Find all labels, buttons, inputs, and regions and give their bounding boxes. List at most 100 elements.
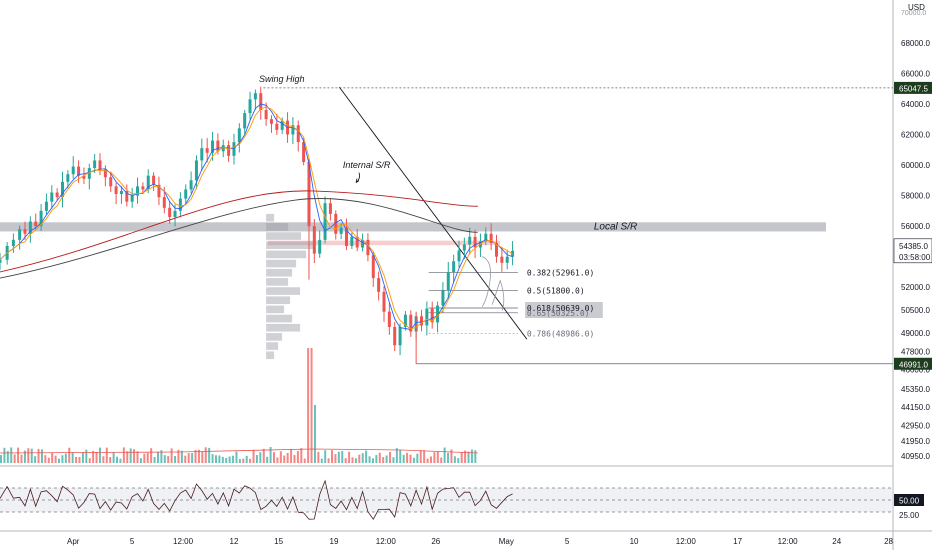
internal-sr-arrow bbox=[355, 172, 360, 183]
volume-profile-bar bbox=[266, 241, 315, 250]
volume-profile-bar bbox=[266, 351, 275, 360]
volume-bar bbox=[211, 454, 214, 463]
volume-bar bbox=[307, 348, 310, 463]
volume-profile-bar bbox=[266, 287, 301, 295]
fib-golden-zone bbox=[525, 302, 603, 319]
currency-label: USD bbox=[908, 3, 925, 12]
price-tick-label: 40950.0 bbox=[901, 452, 930, 461]
candle-body bbox=[162, 197, 166, 208]
volume-bar bbox=[160, 450, 163, 463]
volume-profile-bar bbox=[266, 278, 289, 286]
candle-body bbox=[419, 316, 423, 326]
volume-bar bbox=[279, 451, 282, 463]
volume-bar bbox=[266, 456, 269, 463]
volume-bar bbox=[218, 455, 221, 463]
candle-body bbox=[371, 255, 375, 279]
volume-bar bbox=[464, 450, 467, 463]
candle-body bbox=[205, 148, 209, 153]
volume-bar bbox=[170, 448, 173, 463]
time-tick-label: 10 bbox=[630, 537, 639, 546]
candle-body bbox=[339, 227, 343, 234]
volume-bar bbox=[163, 455, 166, 463]
time-tick-label: 5 bbox=[565, 537, 570, 546]
volume-bar bbox=[228, 456, 231, 463]
candle-body bbox=[146, 175, 150, 190]
candle-body bbox=[119, 190, 123, 195]
candle-body bbox=[39, 210, 43, 227]
volume-bar bbox=[259, 452, 262, 463]
candle-body bbox=[227, 145, 231, 156]
volume-bar bbox=[252, 449, 255, 463]
volume-bar bbox=[389, 451, 392, 463]
volume-bar bbox=[194, 450, 197, 463]
volume-bar bbox=[416, 453, 419, 463]
candle-body bbox=[409, 314, 413, 332]
volume-bar bbox=[27, 448, 30, 463]
internal-sr-zone[interactable] bbox=[267, 240, 501, 246]
volume-bar bbox=[344, 458, 347, 463]
candle-body bbox=[66, 174, 70, 182]
volume-bar bbox=[255, 454, 258, 463]
volume-bar bbox=[429, 456, 432, 463]
price-tick-label: 52000.0 bbox=[901, 283, 930, 292]
volume-bar bbox=[139, 458, 142, 463]
volume-bar bbox=[378, 452, 381, 463]
candle-body bbox=[211, 140, 215, 153]
candle-body bbox=[323, 203, 327, 240]
candle-body bbox=[473, 236, 477, 248]
price-tick-label: 50500.0 bbox=[901, 306, 930, 315]
price-tick-label: 68000.0 bbox=[901, 39, 930, 48]
candle-body bbox=[178, 198, 182, 211]
volume-bar bbox=[300, 448, 303, 463]
candle-body bbox=[398, 326, 402, 346]
swing-low-badge-text: 46991.0 bbox=[899, 360, 928, 369]
volume-bar bbox=[3, 447, 6, 463]
volume-bar bbox=[81, 452, 84, 463]
ema-mid-line bbox=[0, 106, 513, 330]
volume-bar bbox=[98, 447, 101, 463]
volume-bar bbox=[51, 452, 54, 463]
candle-body bbox=[307, 161, 311, 227]
volume-bar bbox=[375, 455, 378, 463]
candle-body bbox=[430, 308, 434, 323]
candle-body bbox=[253, 93, 257, 100]
volume-bar bbox=[143, 453, 146, 463]
candle-body bbox=[28, 221, 32, 234]
volume-bar bbox=[453, 456, 456, 463]
volume-bar bbox=[17, 447, 20, 463]
volume-bar bbox=[23, 450, 26, 463]
trendline[interactable] bbox=[338, 86, 528, 340]
candle-body bbox=[23, 229, 27, 234]
volume-bar bbox=[290, 448, 293, 463]
price-tick-label: 56000.0 bbox=[901, 222, 930, 231]
candle-body bbox=[361, 239, 365, 248]
volume-bar bbox=[334, 454, 337, 463]
candle-body bbox=[302, 142, 306, 162]
volume-bar bbox=[102, 456, 105, 463]
candle-body bbox=[436, 305, 440, 323]
volume-profile-bar bbox=[266, 223, 289, 231]
candle-body bbox=[109, 177, 113, 187]
candle-body bbox=[446, 271, 450, 291]
volume-bar bbox=[399, 449, 402, 463]
volume-bar bbox=[180, 450, 183, 463]
candle-body bbox=[157, 184, 161, 198]
candle-body bbox=[441, 290, 445, 306]
volume-bar bbox=[221, 456, 224, 463]
candle-body bbox=[173, 210, 177, 217]
volume-bar bbox=[30, 448, 33, 463]
candle-body bbox=[55, 192, 59, 198]
fib-label: 0.5(51800.0) bbox=[527, 286, 585, 295]
volume-bar bbox=[351, 457, 354, 463]
volume-bar bbox=[354, 458, 357, 463]
volume-bar bbox=[232, 455, 235, 463]
price-tick-label: 42950.0 bbox=[901, 422, 930, 431]
candle-body bbox=[87, 168, 91, 179]
volume-bar bbox=[293, 455, 296, 463]
volume-bar bbox=[238, 458, 241, 463]
volume-bar bbox=[368, 456, 371, 463]
volume-bar bbox=[406, 452, 409, 463]
time-tick-label: 12:00 bbox=[173, 537, 194, 546]
local-sr-zone[interactable] bbox=[0, 222, 827, 232]
